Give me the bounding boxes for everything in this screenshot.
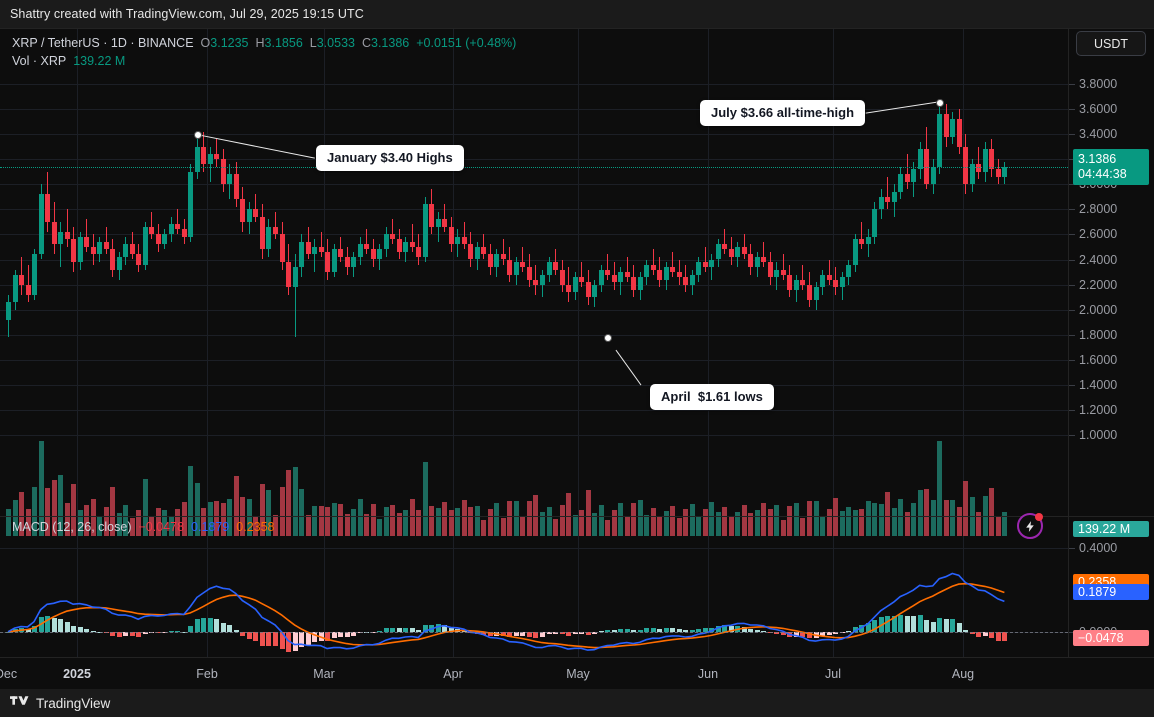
annotation-april-lows-leader-line: [615, 349, 642, 386]
bar-countdown: 04:44:38: [1078, 166, 1127, 181]
annotation-january-highs-anchor: [193, 131, 202, 140]
time-tick-apr: Apr: [443, 667, 463, 681]
price-tick-3.6000: 3.6000: [1068, 102, 1118, 116]
price-tick-3.8000: 3.8000: [1068, 77, 1118, 91]
price-tick-2.8000: 2.8000: [1068, 202, 1118, 216]
macd-line-badge: 0.1879: [1073, 584, 1149, 601]
time-tick-jun: Jun: [697, 667, 719, 681]
pane-separator: [0, 516, 1154, 517]
price-axis[interactable]: USDT 3.80003.60003.40003.20003.00002.800…: [1068, 29, 1154, 657]
annotation-january-highs[interactable]: January $3.40 Highs: [316, 145, 464, 171]
time-tick-feb: Feb: [196, 667, 218, 681]
annotation-april-lows-anchor: [604, 334, 613, 343]
time-tick-jul: Jul: [825, 667, 841, 681]
current-price-badge: 3.1386 04:44:38: [1073, 148, 1149, 185]
tradingview-logo-icon: [10, 694, 29, 712]
current-price-line: [0, 167, 1068, 168]
currency-button[interactable]: USDT: [1076, 31, 1146, 56]
price-tick-1.2000: 1.2000: [1068, 403, 1118, 417]
attribution-text: Shattry created with TradingView.com, Ju…: [10, 7, 364, 21]
macd-histogram-badge: −0.0478: [1073, 629, 1149, 646]
annotation-july-ath-leader-line: [865, 101, 939, 114]
annotation-april-lows[interactable]: April $1.61 lows: [650, 384, 774, 410]
time-tick-aug: Aug: [951, 667, 975, 681]
price-tick-1.0000: 1.0000: [1068, 428, 1118, 442]
price-tick-1.6000: 1.6000: [1068, 353, 1118, 367]
footer-bar: TradingView: [0, 689, 1154, 717]
alert-notification-dot: [1035, 513, 1043, 521]
lightning-bolt-alert-icon[interactable]: [1017, 513, 1043, 539]
annotation-july-ath[interactable]: July $3.66 all-time-high: [700, 100, 866, 126]
time-tick-dec: Dec: [0, 667, 18, 681]
price-tick-2.2000: 2.2000: [1068, 278, 1118, 292]
price-tick-3.4000: 3.4000: [1068, 127, 1118, 141]
time-axis[interactable]: Dec 2025 Feb Mar Apr May Jun Jul Aug: [0, 657, 1154, 690]
chart-frame: January $3.40 Highs July $3.66 all-time-h…: [0, 28, 1154, 690]
price-tick-1.8000: 1.8000: [1068, 328, 1118, 342]
macd-zero-line: [0, 631, 1068, 633]
price-tick-2.6000: 2.6000: [1068, 227, 1118, 241]
current-price-value: 3.1386: [1078, 151, 1117, 166]
plot-area[interactable]: January $3.40 Highs July $3.66 all-time-h…: [0, 29, 1068, 657]
time-tick-mar: Mar: [313, 667, 335, 681]
attribution-bar: Shattry created with TradingView.com, Ju…: [0, 0, 1154, 28]
macd-tick-0.4000: 0.4000: [1068, 541, 1118, 555]
price-tick-1.4000: 1.4000: [1068, 378, 1118, 392]
volume-badge: 139.22 M: [1073, 521, 1149, 537]
price-tick-2.4000: 2.4000: [1068, 253, 1118, 267]
tradingview-brand: TradingView: [36, 695, 111, 711]
time-tick-may: May: [566, 667, 590, 681]
time-tick-2025: 2025: [63, 667, 91, 681]
annotation-july-ath-anchor: [936, 98, 945, 107]
price-tick-2.0000: 2.0000: [1068, 303, 1118, 317]
